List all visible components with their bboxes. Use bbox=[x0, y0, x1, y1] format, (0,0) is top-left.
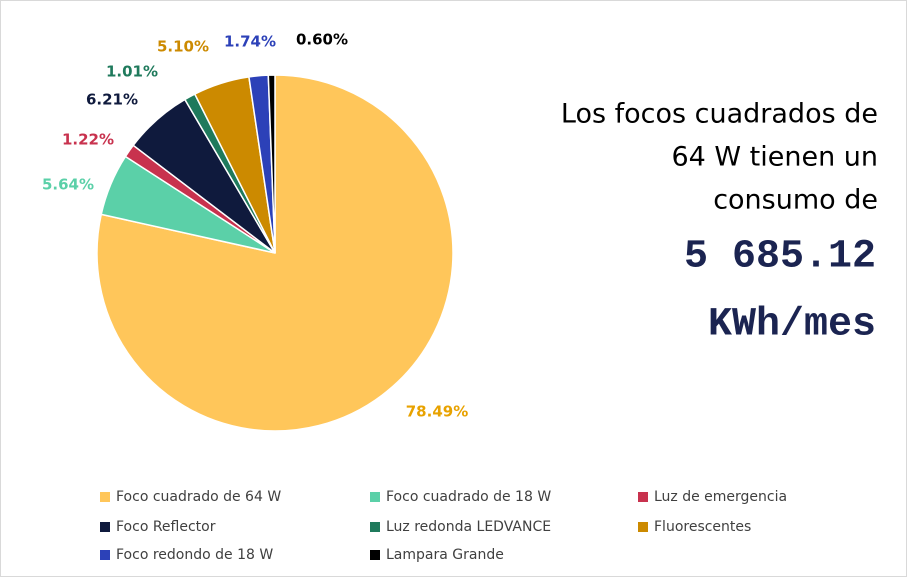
legend-label: Foco cuadrado de 64 W bbox=[116, 489, 281, 505]
data-label: 1.22% bbox=[62, 131, 114, 149]
legend-swatch bbox=[100, 522, 110, 532]
data-label: 78.49% bbox=[406, 403, 468, 421]
annotation-value: 5 685.12 bbox=[684, 235, 876, 280]
legend-swatch bbox=[100, 550, 110, 560]
data-label: 5.10% bbox=[157, 38, 209, 56]
legend-label: Luz redonda LEDVANCE bbox=[386, 519, 551, 535]
data-label: 6.21% bbox=[86, 91, 138, 109]
legend-label: Fluorescentes bbox=[654, 519, 751, 535]
data-label: 1.74% bbox=[224, 33, 276, 51]
legend-label: Foco redondo de 18 W bbox=[116, 547, 273, 563]
legend-label: Foco cuadrado de 18 W bbox=[386, 489, 551, 505]
legend-label: Luz de emergencia bbox=[654, 489, 787, 505]
annotation-text: Los focos cuadrados de bbox=[561, 99, 878, 130]
data-label: 5.64% bbox=[42, 176, 94, 194]
legend-label: Foco Reflector bbox=[116, 519, 216, 535]
data-label: 0.60% bbox=[296, 31, 348, 49]
legend-swatch bbox=[370, 522, 380, 532]
annotation-text: 64 W tienen un bbox=[671, 142, 878, 173]
legend-swatch bbox=[638, 522, 648, 532]
legend-swatch bbox=[638, 492, 648, 502]
legend-swatch bbox=[370, 492, 380, 502]
legend-swatch bbox=[370, 550, 380, 560]
data-label: 1.01% bbox=[106, 63, 158, 81]
annotation-text: consumo de bbox=[713, 185, 878, 216]
annotation-value: KWh/mes bbox=[708, 303, 876, 348]
pie-slice bbox=[267, 74, 276, 254]
legend-swatch bbox=[100, 492, 110, 502]
legend-label: Lampara Grande bbox=[386, 547, 504, 563]
